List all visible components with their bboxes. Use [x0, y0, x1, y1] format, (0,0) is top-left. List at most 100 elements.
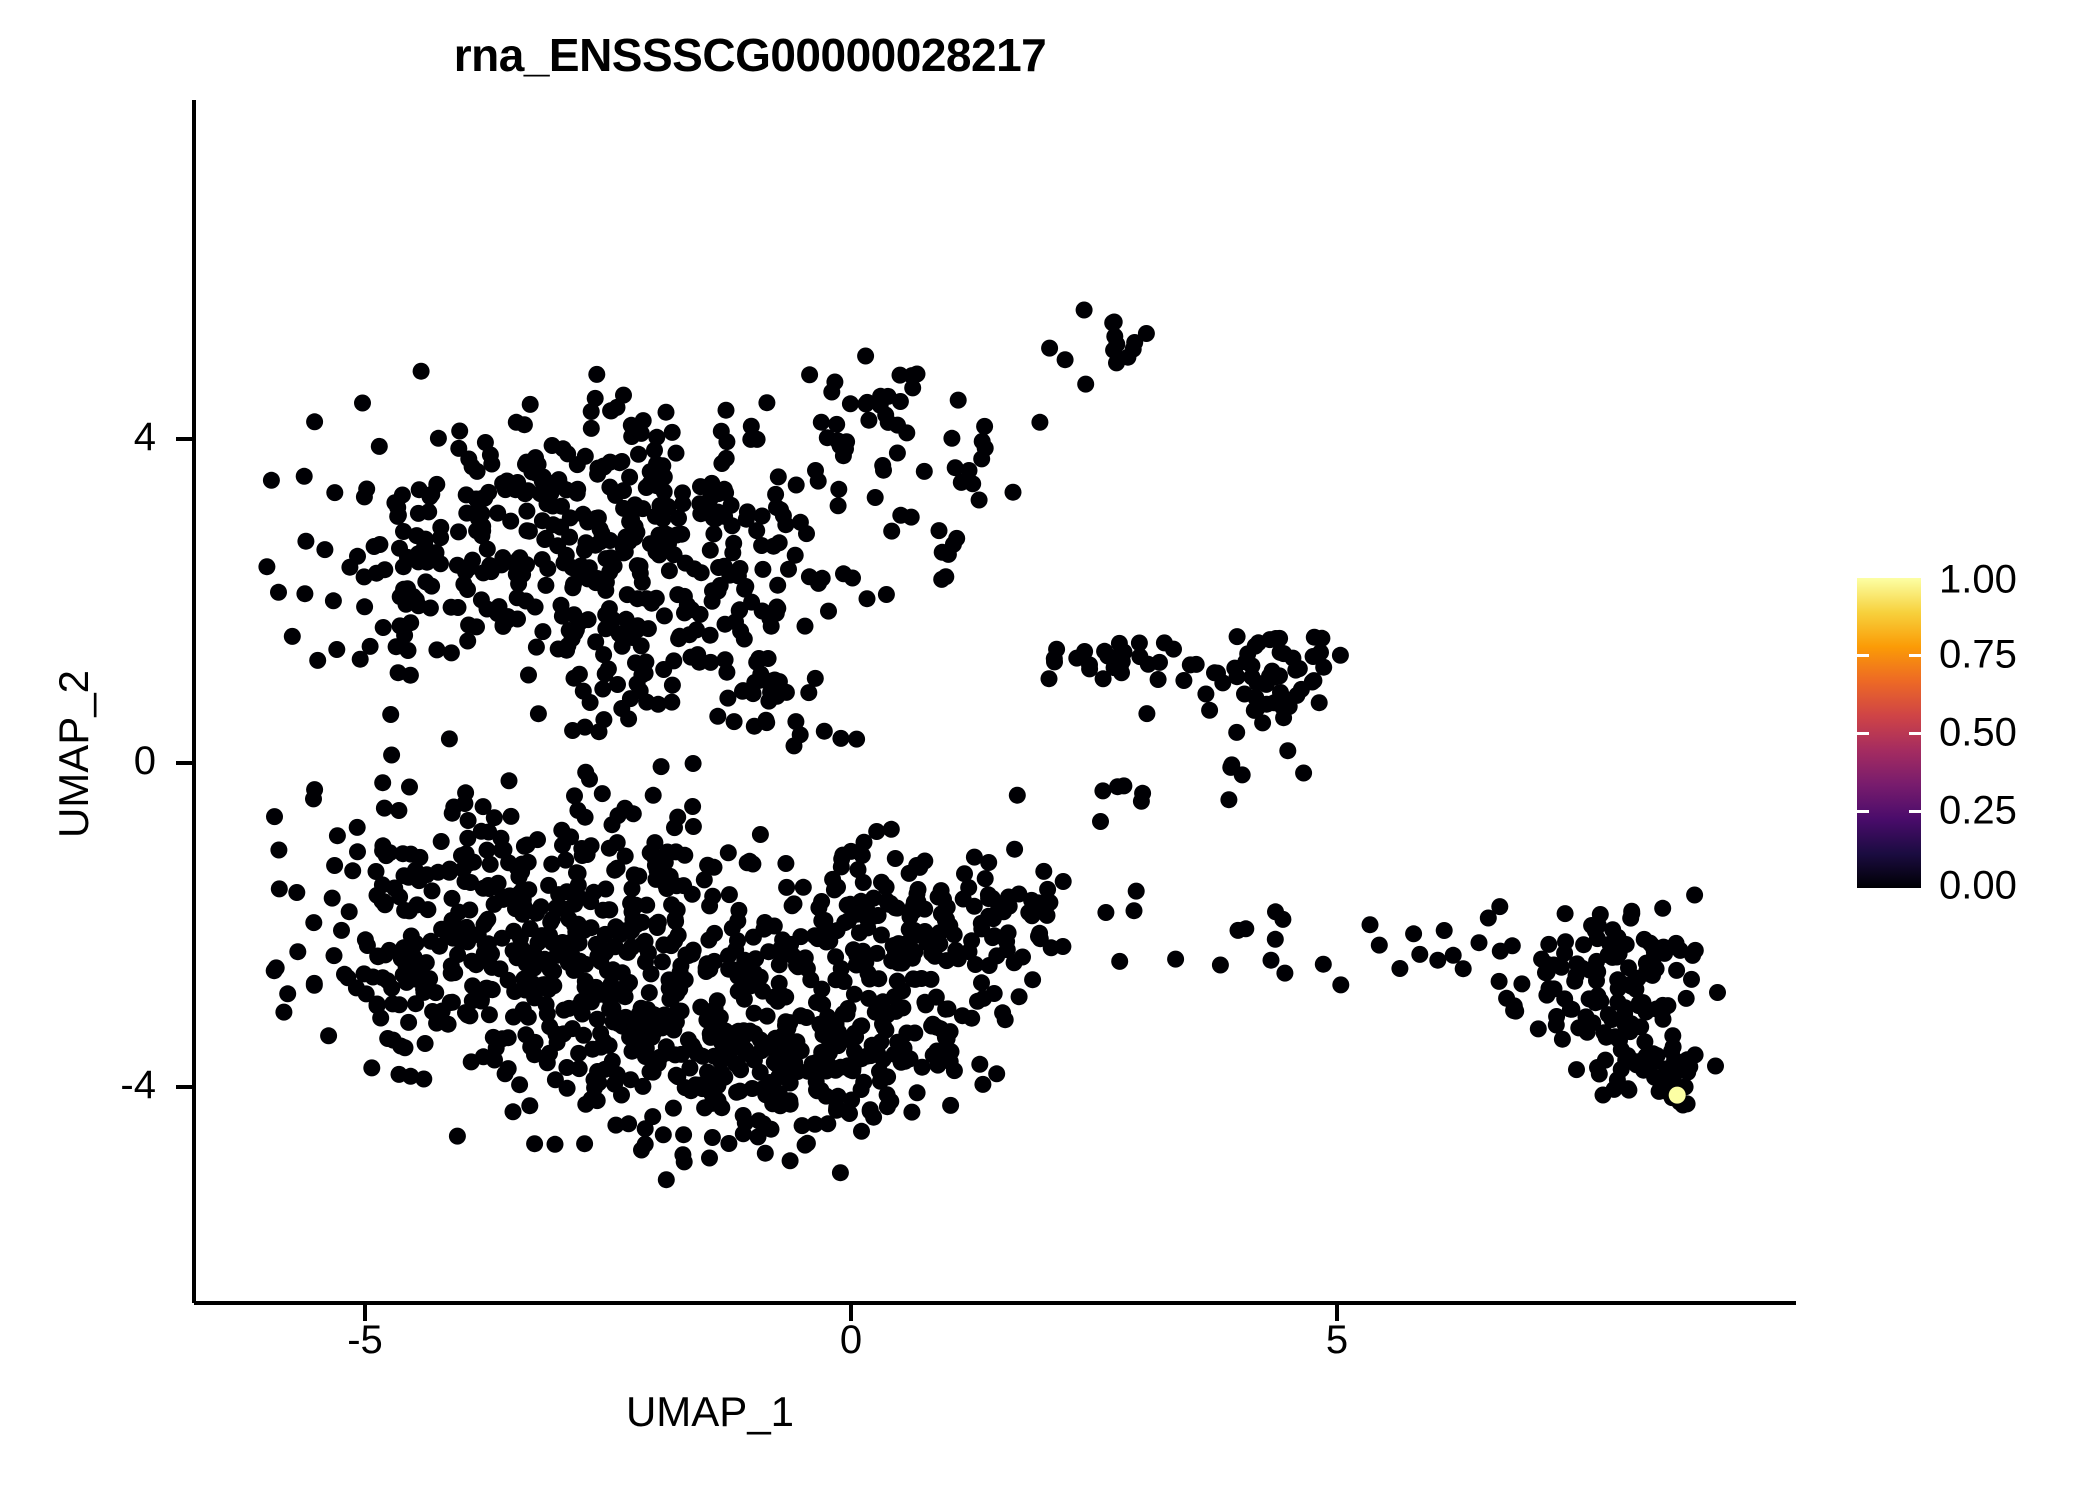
data-point [838, 433, 856, 451]
data-point [966, 956, 984, 973]
data-point [616, 847, 634, 865]
data-point [676, 846, 694, 864]
data-point [600, 839, 618, 857]
data-point [569, 801, 587, 819]
data-point [783, 897, 801, 915]
data-point [374, 842, 392, 860]
data-point [600, 1037, 618, 1054]
data-point [507, 900, 524, 918]
data-point [483, 981, 501, 999]
data-point [715, 480, 733, 498]
y-tick-label-minus-4: -4 [120, 1063, 156, 1107]
data-point [570, 1060, 588, 1078]
data-point [806, 669, 824, 687]
data-point [888, 444, 906, 462]
data-point [1125, 902, 1143, 920]
data-point [701, 541, 719, 559]
data-point [1503, 937, 1521, 955]
data-point [771, 1097, 789, 1115]
data-point [320, 1027, 338, 1045]
data-point [778, 878, 796, 896]
data-point [528, 903, 546, 921]
data-point [275, 1003, 293, 1021]
data-point [570, 1044, 588, 1062]
data-point [549, 640, 567, 658]
data-point [1048, 640, 1066, 658]
data-point [518, 556, 535, 574]
data-point [882, 820, 900, 838]
data-point [1290, 660, 1308, 678]
data-point [956, 865, 973, 883]
data-point [616, 988, 634, 1006]
data-point [676, 1079, 694, 1097]
data-point [748, 653, 766, 671]
data-point [432, 833, 450, 850]
data-point [631, 557, 649, 575]
data-point [714, 1039, 732, 1057]
data-point [855, 1073, 873, 1091]
data-point [554, 440, 572, 458]
data-point [976, 439, 994, 457]
data-point [948, 529, 966, 547]
data-point [954, 890, 972, 908]
data-point [926, 947, 944, 965]
data-point [429, 863, 447, 881]
data-point [395, 523, 412, 540]
data-point [520, 522, 538, 540]
data-point [591, 985, 609, 1003]
data-point [1664, 1027, 1682, 1045]
data-point [511, 1076, 529, 1094]
data-point [1616, 999, 1634, 1017]
data-point [1236, 685, 1253, 703]
data-point [696, 1099, 714, 1117]
data-point [701, 626, 719, 644]
axis-ticks [176, 437, 1339, 1321]
data-point [270, 841, 288, 859]
data-point [1303, 673, 1321, 691]
data-point [838, 896, 856, 914]
data-point [454, 860, 472, 878]
data-point [719, 947, 737, 965]
data-point [401, 778, 418, 796]
data-point [569, 959, 586, 977]
data-point [500, 854, 518, 872]
data-point [279, 985, 297, 1003]
data-point [500, 772, 518, 790]
data-point [390, 802, 408, 819]
data-point [1617, 936, 1635, 953]
data-point [459, 933, 477, 951]
data-point [554, 836, 571, 854]
data-point [652, 758, 670, 776]
data-point [651, 497, 669, 515]
data-point [494, 890, 512, 908]
data-point [1596, 1051, 1614, 1069]
data-point [657, 403, 675, 421]
data-point [410, 481, 428, 499]
data-point [412, 362, 430, 380]
data-point [1686, 886, 1704, 904]
data-point [1197, 685, 1215, 703]
data-point [791, 513, 809, 531]
data-point [753, 602, 771, 620]
data-point [889, 954, 907, 972]
data-point [1540, 980, 1558, 997]
data-point [463, 952, 481, 970]
data-point [623, 922, 641, 939]
data-point [830, 480, 848, 498]
data-point [706, 1000, 724, 1018]
data-point [449, 599, 467, 616]
data-point [417, 573, 435, 591]
data-point [742, 430, 760, 448]
data-point [1094, 782, 1112, 800]
data-point [1075, 301, 1093, 319]
data-point [1201, 701, 1219, 719]
data-point [1529, 1020, 1547, 1038]
data-point [613, 637, 631, 655]
data-point [1132, 792, 1150, 810]
data-point [609, 1015, 627, 1032]
data-point [1104, 314, 1122, 332]
data-point [374, 619, 392, 636]
data-point [634, 500, 652, 518]
data-point [460, 450, 478, 468]
